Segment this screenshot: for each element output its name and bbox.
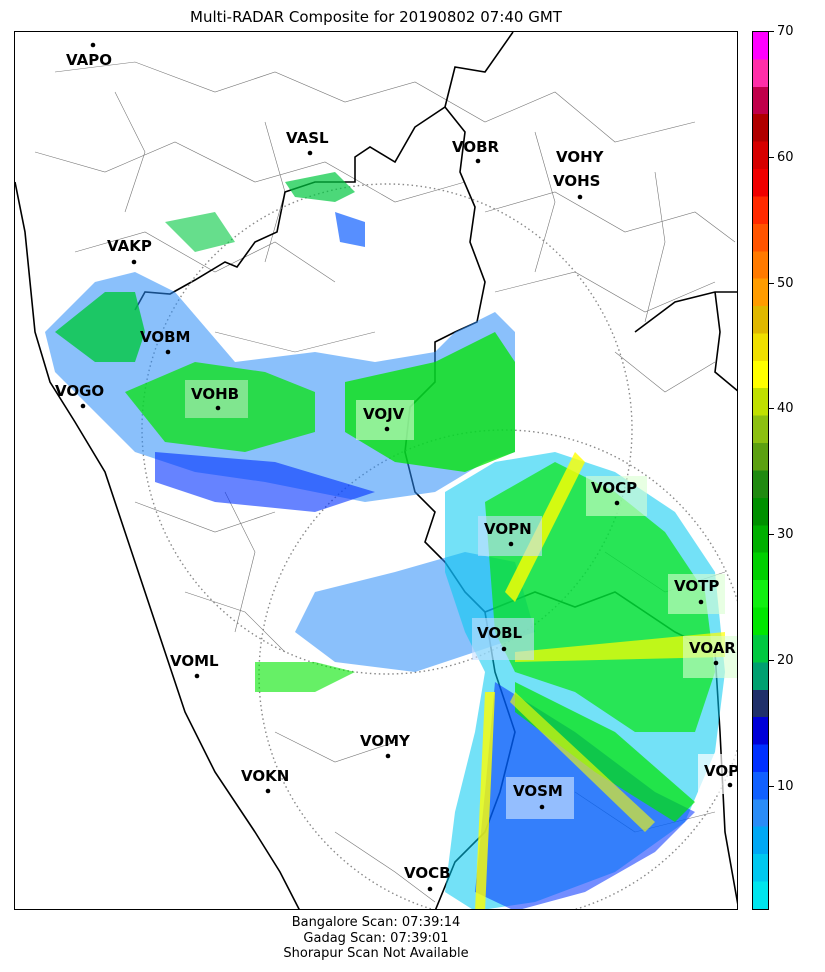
colorbar-tick <box>769 408 774 409</box>
radar-map[interactable]: VAPO VASL VOBR VOHY VOHS VAKP VOBM VOGO … <box>14 31 738 910</box>
gadag-range-ring <box>141 183 633 675</box>
station-vogo[interactable]: VOGO <box>55 382 104 409</box>
station-label-vapo: VAPO <box>66 51 112 69</box>
station-vokn[interactable]: VOKN <box>241 767 289 794</box>
station-vapo[interactable]: VAPO <box>66 42 112 69</box>
colorbar-tick-label-50: 50 <box>777 276 794 291</box>
colorbar-tick <box>769 534 774 535</box>
station-label-voml: VOML <box>170 652 219 670</box>
colorbar-tick-label-20: 20 <box>777 653 794 668</box>
station-label-vocp: VOCP <box>591 479 637 497</box>
station-vomy[interactable]: VOMY <box>360 732 411 759</box>
station-label-voar: VOAR <box>689 639 736 657</box>
colorbar-tick <box>769 31 774 32</box>
station-vojv[interactable]: VOJV <box>356 400 414 440</box>
colorbar-tick <box>769 786 774 787</box>
station-markers: VAPO VASL VOBR VOHY VOHS VAKP VOBM VOGO … <box>55 42 738 892</box>
station-label-vobr: VOBR <box>452 138 500 156</box>
colorbar-tick <box>769 283 774 284</box>
colorbar-tick-label-70: 70 <box>777 24 794 39</box>
radar-range-rings <box>141 183 737 909</box>
reflectivity-colorbar <box>752 31 769 910</box>
station-votp[interactable]: VOTP <box>668 574 725 614</box>
colorbar-tick-label-40: 40 <box>777 401 794 416</box>
footer-gadag-scan: Gadag Scan: 07:39:01 <box>303 930 449 946</box>
colorbar-tick <box>769 157 774 158</box>
station-label-vokn: VOKN <box>241 767 289 785</box>
station-label-vohy: VOHY <box>556 148 605 166</box>
scan-status-footer: Bangalore Scan: 07:39:14 Gadag Scan: 07:… <box>0 915 752 962</box>
station-voar[interactable]: VOAR <box>683 636 738 678</box>
station-label-vohs: VOHS <box>553 172 600 190</box>
station-vakp[interactable]: VAKP <box>107 237 152 265</box>
station-vocp[interactable]: VOCP <box>586 476 647 516</box>
station-label-vobm: VOBM <box>140 328 190 346</box>
station-label-vohb: VOHB <box>191 385 239 403</box>
station-label-vasl: VASL <box>286 129 329 147</box>
station-label-vocb: VOCB <box>404 864 451 882</box>
colorbar-tick-label-60: 60 <box>777 150 794 165</box>
radar-map-canvas: VAPO VASL VOBR VOHY VOHS VAKP VOBM VOGO … <box>15 32 738 909</box>
colorbar-tick-label-10: 10 <box>777 779 794 794</box>
station-label-vopn: VOPN <box>484 520 532 538</box>
station-vosm[interactable]: VOSM <box>506 777 574 819</box>
station-vopc[interactable]: VOPC <box>698 754 738 794</box>
station-label-vopc: VOPC <box>704 762 738 780</box>
station-label-votp: VOTP <box>674 577 719 595</box>
station-vobm[interactable]: VOBM <box>140 328 190 355</box>
station-vasl[interactable]: VASL <box>286 129 329 156</box>
radar-echoes <box>45 172 725 909</box>
station-vohs[interactable]: VOHS <box>553 172 600 200</box>
colorbar-tick-label-30: 30 <box>777 527 794 542</box>
station-label-vomy: VOMY <box>360 732 411 750</box>
station-vobr[interactable]: VOBR <box>452 138 500 164</box>
map-title: Multi-RADAR Composite for 20190802 07:40… <box>190 8 562 26</box>
station-label-vakp: VAKP <box>107 237 152 255</box>
station-label-vosm: VOSM <box>513 782 563 800</box>
footer-shorapur-scan: Shorapur Scan Not Available <box>283 946 469 961</box>
station-vohy: VOHY <box>556 148 605 166</box>
station-label-vogo: VOGO <box>55 382 104 400</box>
station-vohb[interactable]: VOHB <box>185 380 248 418</box>
station-vopn[interactable]: VOPN <box>478 516 542 556</box>
station-vobl[interactable]: VOBL <box>472 618 534 660</box>
station-label-vobl: VOBL <box>477 624 523 642</box>
station-vocb[interactable]: VOCB <box>404 864 451 892</box>
station-label-vojv: VOJV <box>363 405 405 423</box>
footer-bangalore-scan: Bangalore Scan: 07:39:14 <box>291 915 461 930</box>
station-voml[interactable]: VOML <box>170 652 219 679</box>
colorbar-tick <box>769 660 774 661</box>
